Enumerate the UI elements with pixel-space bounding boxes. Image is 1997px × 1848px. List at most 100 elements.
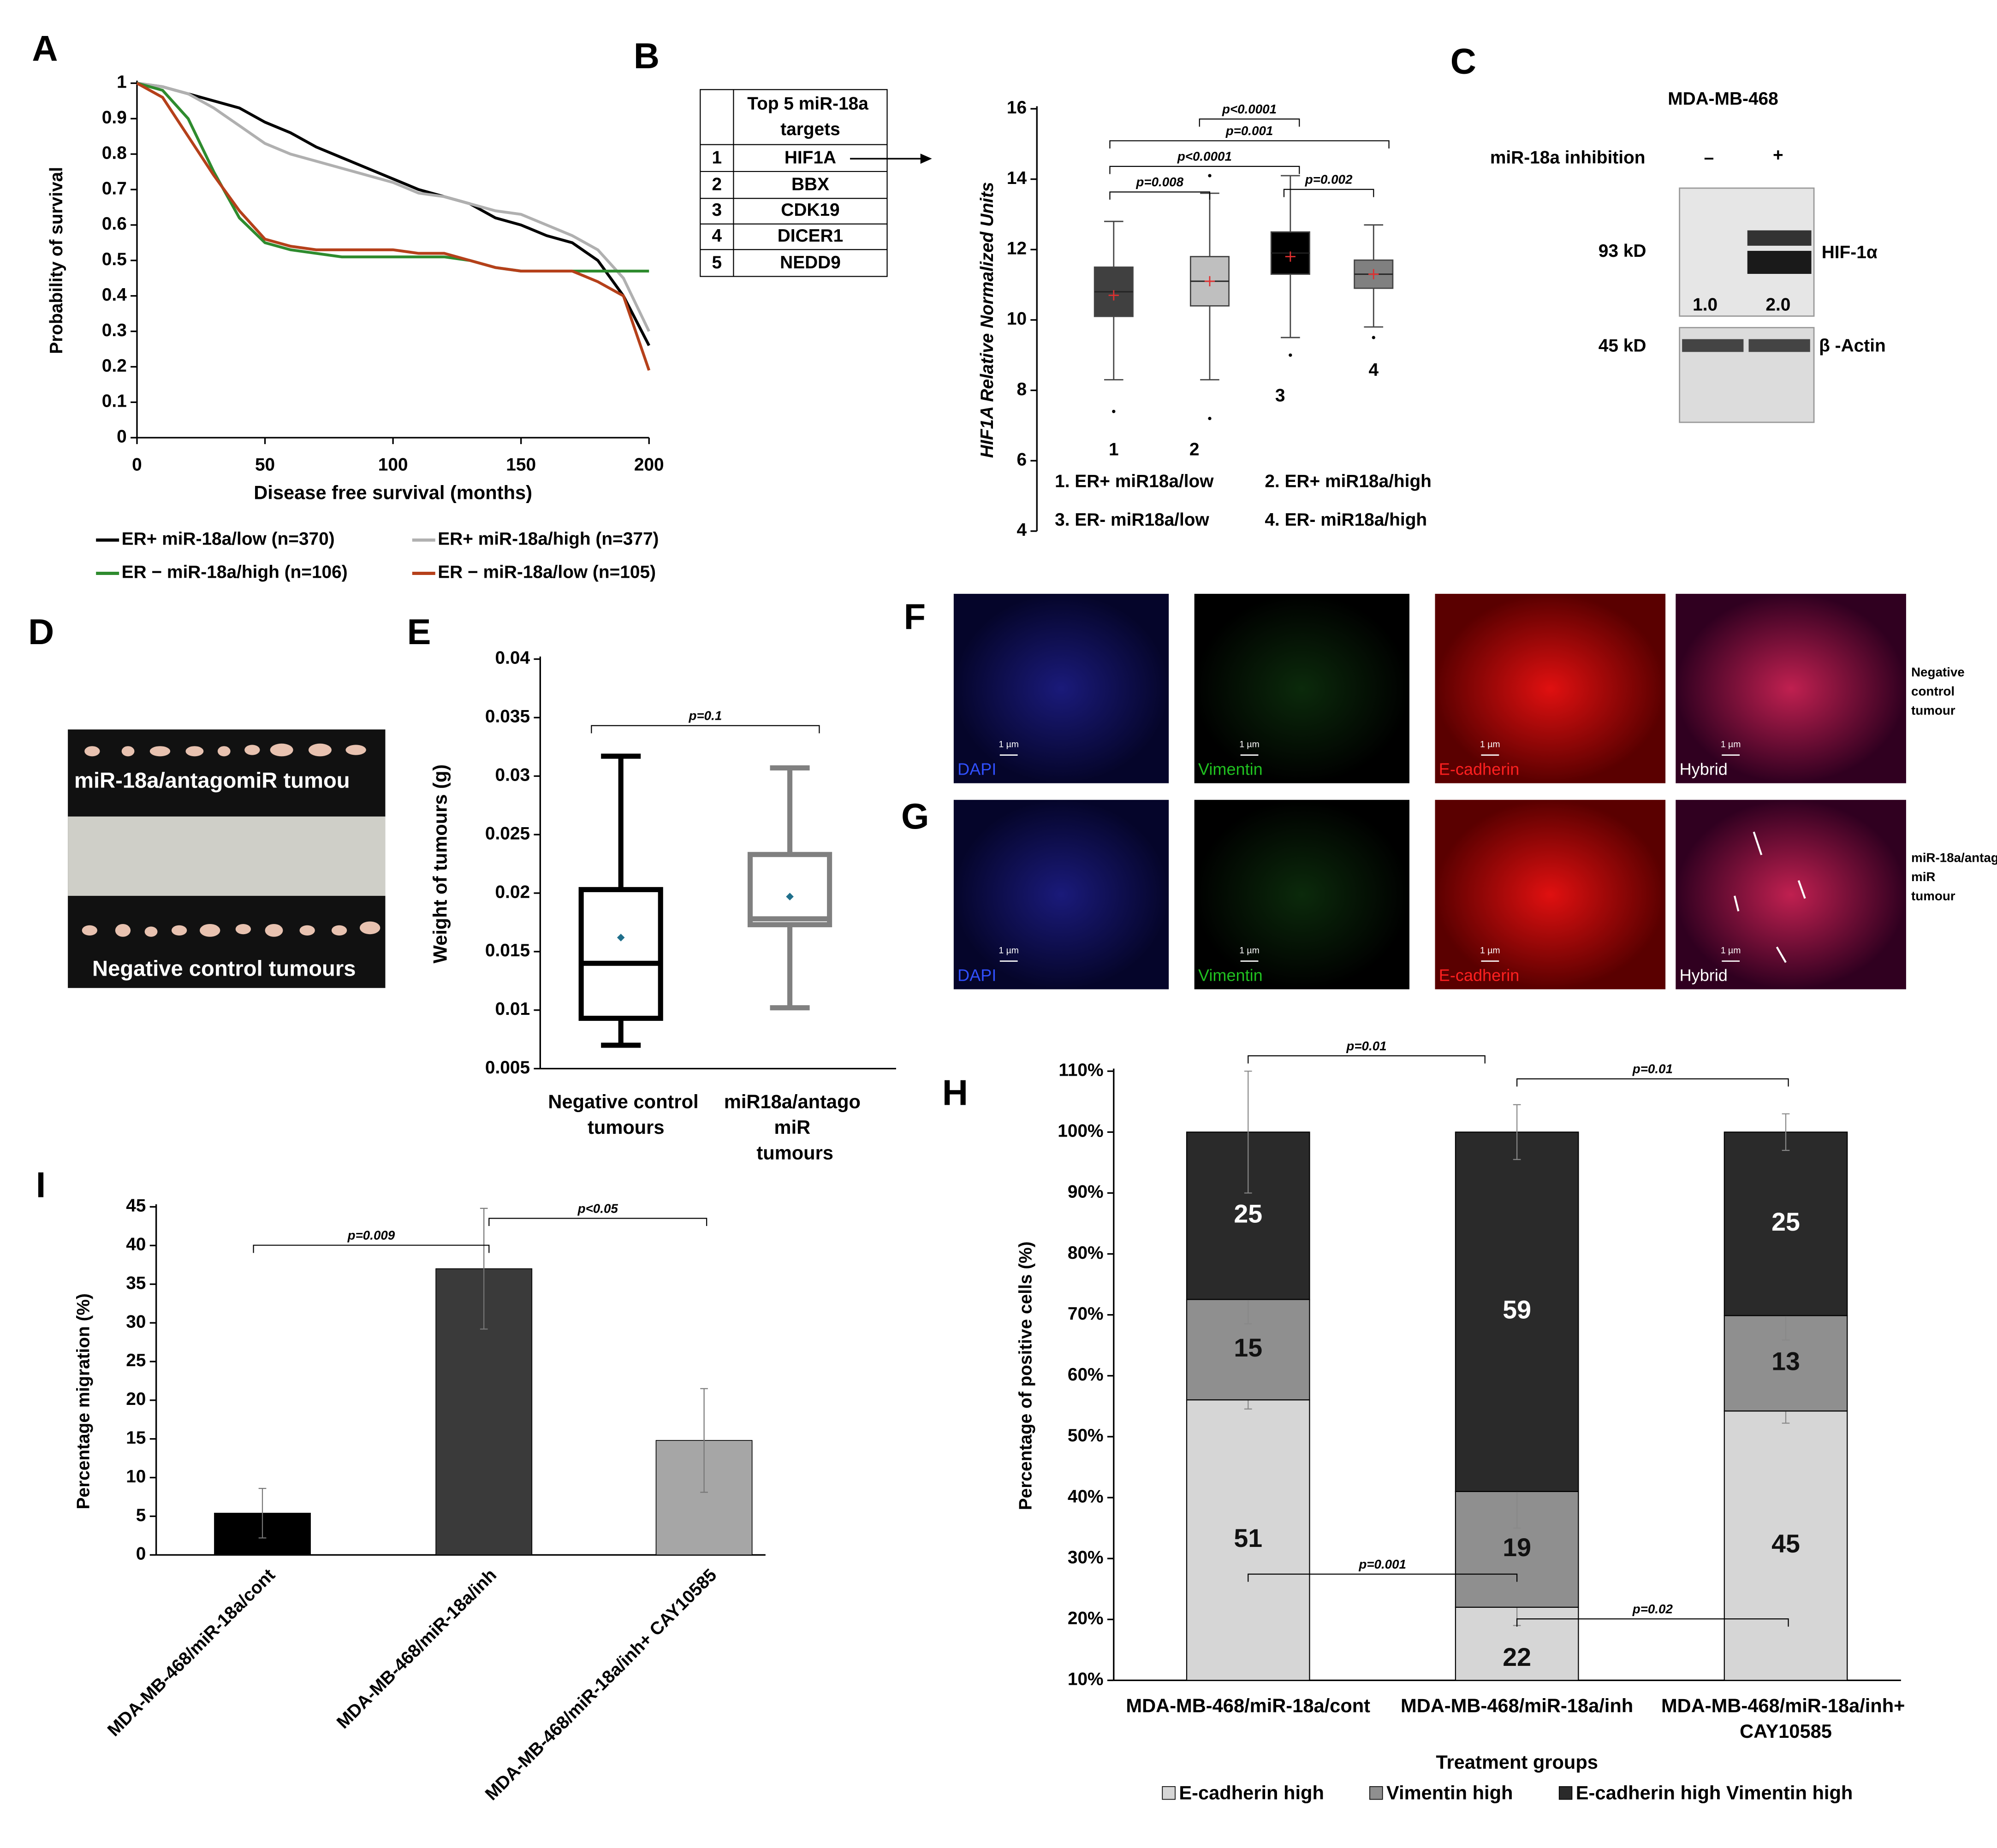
y-tick-label: 5 xyxy=(136,1505,146,1525)
band-protein: β -Actin xyxy=(1819,336,1886,355)
photo-label: miR-18a/antagomiR tumou xyxy=(74,768,350,792)
x-tick-label: 200 xyxy=(634,455,664,475)
significance-bracket xyxy=(1516,1618,1789,1627)
channel-label: E-cadherin xyxy=(1439,965,1519,984)
x-tick-label: 50 xyxy=(255,455,275,475)
blot-band xyxy=(1748,339,1810,352)
box xyxy=(578,887,663,1021)
significance-bracket xyxy=(253,1244,490,1253)
table-cell: 5 xyxy=(712,253,722,272)
table-border xyxy=(700,89,888,277)
x-axis-label: Disease free survival (months) xyxy=(254,481,532,503)
panel-label: H xyxy=(942,1073,968,1113)
arrow xyxy=(1733,895,1740,912)
outlier xyxy=(1372,336,1375,339)
x-tick-label: 0 xyxy=(132,455,142,475)
box xyxy=(747,852,832,928)
legend-label: E-cadherin high xyxy=(1179,1782,1324,1803)
y-tick-label: 40 xyxy=(126,1235,146,1255)
y-tick-label: 10% xyxy=(1068,1670,1104,1689)
panel-label: A xyxy=(32,29,58,69)
significance-bracket xyxy=(1248,1573,1518,1582)
arrow xyxy=(1797,880,1806,899)
data-label: 15 xyxy=(1234,1333,1262,1362)
error-bar xyxy=(1782,1113,1790,1151)
table-cell: BBX xyxy=(791,175,829,195)
survival-curve xyxy=(137,82,650,346)
blot-condition: miR-18a inhibition xyxy=(1490,148,1646,167)
y-axis-label: Weight of tumours (g) xyxy=(429,764,451,964)
panel-label: G xyxy=(901,797,929,836)
y-tick-label: 30% xyxy=(1068,1547,1104,1567)
row-label: miR-18a/antago miR tumour xyxy=(1911,851,1997,903)
table-header: Top 5 miR-18a targets xyxy=(747,94,873,140)
scale-bar-label: 1 µm xyxy=(1239,945,1260,955)
y-tick-label: 0.7 xyxy=(102,178,127,198)
data-label: 19 xyxy=(1503,1533,1531,1562)
x-tick-label: MDA-MB-468/miR-18a/cont xyxy=(1126,1695,1370,1717)
western-blot: MDA-MB-468 miR-18a inhibition – + 93 kD … xyxy=(1490,89,1886,423)
y-tick-label: 0.1 xyxy=(102,391,127,411)
bar-segment xyxy=(1724,1131,1848,1316)
data-label: 13 xyxy=(1771,1347,1800,1375)
significance-bracket xyxy=(1109,140,1390,148)
y-tick-label: 110% xyxy=(1058,1060,1103,1080)
target-table: Top 5 miR-18a targets 1 HIF1A 2 BBX 3 CD… xyxy=(700,89,932,277)
y-tick-label: 4 xyxy=(1016,520,1027,540)
table-cell: 3 xyxy=(712,200,722,220)
y-tick-label: 0.005 xyxy=(485,1058,530,1078)
band-protein: HIF-1α xyxy=(1822,243,1878,262)
y-tick-label: 0.01 xyxy=(495,999,530,1019)
table-cell: HIF1A xyxy=(785,148,836,167)
y-tick-label: 0.04 xyxy=(495,648,530,668)
significance-bracket xyxy=(1109,166,1300,174)
scale-bar-label: 1 µm xyxy=(1480,945,1500,955)
data-label: 25 xyxy=(1771,1208,1800,1236)
legend-label: ER+ miR-18a/high (n=377) xyxy=(438,529,659,549)
y-tick-label: 10 xyxy=(1007,309,1027,329)
table-cell: 2 xyxy=(712,175,722,195)
y-tick-label: 0.3 xyxy=(102,320,127,340)
y-tick-label: 6 xyxy=(1016,450,1027,469)
arrow-head xyxy=(920,154,932,164)
y-tick-label: 80% xyxy=(1068,1243,1104,1263)
data-label: 25 xyxy=(1234,1199,1262,1228)
y-tick-label: 1 xyxy=(117,72,127,92)
table-cell: NEDD9 xyxy=(780,253,841,272)
error-bar xyxy=(700,1388,708,1493)
legend-label: Vimentin high xyxy=(1386,1782,1513,1803)
p-value: p=0.008 xyxy=(1135,175,1183,189)
micrograph xyxy=(1194,800,1409,989)
micrograph xyxy=(1435,800,1666,989)
band-size: 45 kD xyxy=(1599,336,1646,355)
outlier xyxy=(1208,174,1212,178)
y-tick-label: 0.035 xyxy=(485,707,530,727)
band-size: 93 kD xyxy=(1599,241,1646,261)
significance-bracket xyxy=(591,725,820,734)
y-tick-label: 25 xyxy=(126,1350,146,1370)
micrograph xyxy=(1194,593,1409,783)
mean-marker xyxy=(617,934,625,942)
x-axis-label: Treatment groups xyxy=(1436,1751,1598,1773)
channel-label: DAPI xyxy=(957,965,996,984)
row-label: Negative control tumour xyxy=(1911,665,1968,717)
bar-segment xyxy=(1186,1399,1310,1681)
micrograph xyxy=(953,800,1169,989)
y-axis-label: HIF1A Relative Normalized Units xyxy=(977,182,997,458)
blot-band xyxy=(1682,339,1744,352)
y-tick-label: 0.015 xyxy=(485,941,530,960)
x-tick-label: MDA-MB-468/miR-18a/inh xyxy=(333,1565,500,1732)
micrograph xyxy=(1676,800,1906,989)
lane-label: + xyxy=(1773,145,1783,165)
p-value: p=0.001 xyxy=(1225,124,1273,138)
p-value: p=0.1 xyxy=(689,709,722,723)
tumours xyxy=(82,743,380,937)
y-tick-label: 0 xyxy=(136,1544,146,1564)
y-tick-label: 0.2 xyxy=(102,356,127,376)
lane-label: – xyxy=(1704,148,1714,167)
y-tick-label: 20 xyxy=(126,1389,146,1409)
blot-band xyxy=(1747,251,1812,274)
micrograph xyxy=(1435,593,1666,783)
